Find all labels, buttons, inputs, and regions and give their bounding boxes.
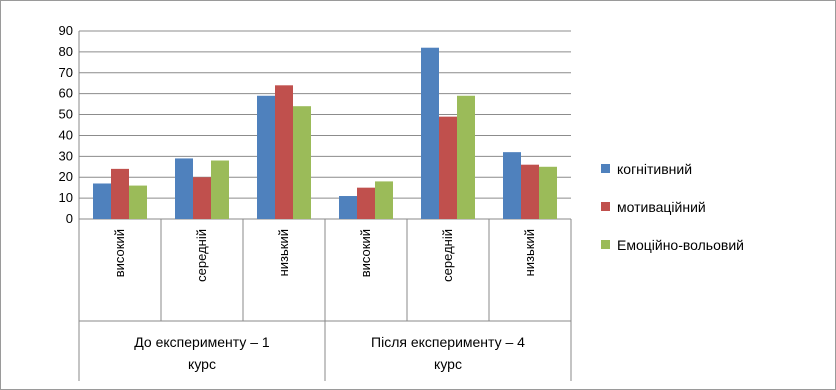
x-category-label: високий	[112, 229, 127, 277]
group-label: курс	[188, 356, 216, 372]
legend-swatch	[601, 240, 610, 249]
bar	[257, 95, 275, 219]
legend-label: когнітивний	[617, 161, 692, 177]
x-axis-categories: високий середній низький високий середній низ…	[78, 219, 572, 381]
bar	[129, 185, 147, 219]
bar	[175, 158, 193, 219]
x-category-label: низький	[276, 229, 291, 276]
legend-label: мотиваційний	[617, 199, 706, 215]
bar	[293, 106, 311, 219]
bar	[111, 168, 129, 219]
bar	[503, 152, 521, 219]
legend-swatch	[601, 202, 610, 211]
bar	[521, 164, 539, 219]
x-category-label: середній	[194, 229, 209, 282]
y-tick-label: 10	[59, 190, 73, 205]
y-tick-label: 80	[59, 44, 73, 59]
group-label: Після експерименту – 4	[371, 334, 525, 350]
y-axis-ticks: 0 10 20 30 40 50 60 70 80 90	[59, 23, 73, 226]
x-category-label: середній	[440, 229, 455, 282]
bar	[539, 166, 557, 219]
bar	[421, 47, 439, 219]
bar	[357, 187, 375, 219]
bar	[193, 177, 211, 219]
gridlines	[79, 30, 571, 220]
y-tick-label: 60	[59, 86, 73, 101]
y-tick-label: 20	[59, 169, 73, 184]
y-tick-label: 90	[59, 23, 73, 38]
bar	[339, 196, 357, 219]
y-tick-label: 0	[66, 211, 73, 226]
bar	[211, 160, 229, 219]
bars	[93, 47, 557, 219]
y-tick-label: 40	[59, 127, 73, 142]
legend-swatch	[601, 164, 610, 173]
legend: когнітивний мотиваційний Емоційно-вольовий	[601, 161, 744, 253]
bar	[375, 181, 393, 219]
legend-label: Емоційно-вольовий	[617, 237, 744, 253]
group-label: курс	[434, 356, 462, 372]
y-tick-label: 50	[59, 107, 73, 122]
bar	[457, 95, 475, 219]
y-tick-label: 70	[59, 65, 73, 80]
bar	[93, 183, 111, 219]
bar	[275, 85, 293, 219]
x-category-label: високий	[358, 229, 373, 277]
x-category-label: низький	[522, 229, 537, 276]
group-label: До експерименту – 1	[134, 334, 270, 350]
y-tick-label: 30	[59, 148, 73, 163]
bar	[439, 116, 457, 219]
